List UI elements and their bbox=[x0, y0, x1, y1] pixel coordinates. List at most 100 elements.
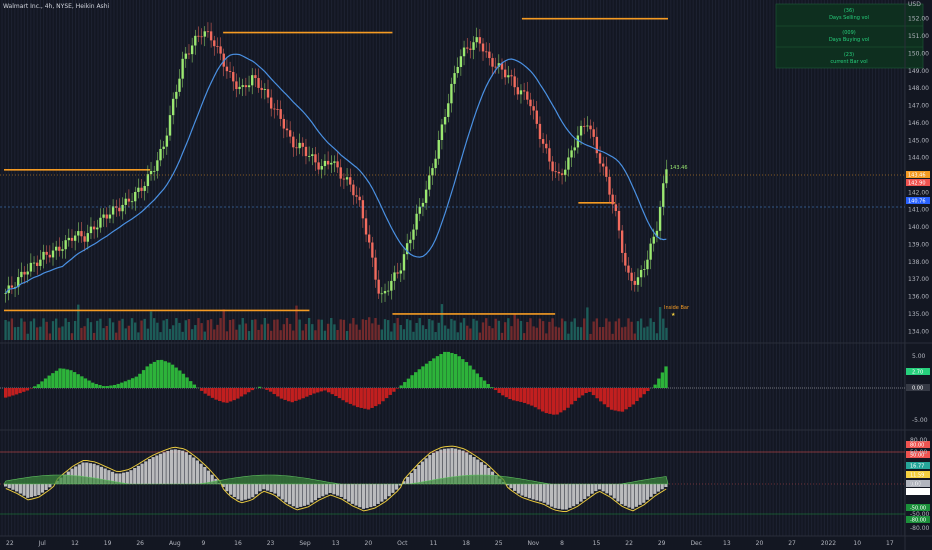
oscillator-bar bbox=[321, 484, 325, 497]
oscillator-bar bbox=[310, 484, 314, 503]
histogram-bar bbox=[276, 388, 280, 397]
candle bbox=[80, 231, 83, 237]
time-tick-label: 20 bbox=[365, 540, 373, 547]
histogram-bar bbox=[138, 373, 142, 388]
candle bbox=[156, 160, 159, 171]
histogram-bar bbox=[72, 372, 77, 388]
oscillator-bar bbox=[269, 484, 273, 492]
oscillator-bar bbox=[92, 463, 96, 484]
histogram-bar bbox=[453, 354, 458, 388]
volume-bar bbox=[589, 333, 592, 340]
oscillator-bar bbox=[653, 484, 657, 494]
candle bbox=[602, 163, 605, 167]
time-tick-label: Aug bbox=[169, 540, 181, 547]
volume-bar bbox=[194, 325, 197, 340]
candle bbox=[526, 91, 529, 100]
candle bbox=[630, 272, 633, 281]
candle bbox=[355, 195, 358, 197]
candle bbox=[522, 90, 526, 92]
histogram-bar bbox=[297, 388, 302, 400]
volume-bar bbox=[412, 331, 415, 340]
oscillator-bar bbox=[162, 452, 166, 484]
candle bbox=[481, 43, 485, 52]
candle bbox=[516, 87, 519, 95]
candle bbox=[216, 46, 219, 48]
histogram-bar bbox=[170, 364, 175, 388]
volume-bar bbox=[58, 327, 61, 340]
osc2-tag bbox=[906, 471, 930, 478]
oscillator-bar bbox=[291, 484, 295, 507]
candle bbox=[51, 250, 55, 258]
histogram-bar bbox=[664, 366, 668, 388]
histogram-bar bbox=[363, 388, 367, 409]
oscillator-bar bbox=[276, 484, 281, 497]
stats-panel: (36) Days Selling vol (009) Days Buying … bbox=[775, 3, 924, 69]
time-axis[interactable]: 22 Jul 12 19 26 Aug 9 16 23 Sep 13 20 Oct 11 18 25 Nov 8 1… bbox=[6, 540, 894, 547]
volume-bar bbox=[276, 319, 279, 340]
candle bbox=[13, 287, 17, 288]
volume-bar bbox=[244, 323, 248, 340]
volume-bar bbox=[462, 318, 466, 340]
volume-bar bbox=[260, 324, 263, 340]
oscillator-bar bbox=[221, 484, 225, 488]
candle bbox=[456, 66, 459, 74]
volume-bar bbox=[320, 319, 323, 340]
time-tick-label: 22 bbox=[625, 540, 633, 547]
histogram-bar bbox=[189, 381, 193, 388]
volume-bar bbox=[605, 318, 608, 340]
oscillator-bar bbox=[483, 464, 487, 484]
oscillator-bar bbox=[40, 484, 45, 493]
osc2-tag-label: 11.59 bbox=[910, 473, 924, 479]
candle bbox=[263, 89, 267, 91]
histogram-bars bbox=[4, 351, 668, 415]
volume-bar bbox=[551, 318, 554, 340]
volume-bar bbox=[29, 321, 33, 340]
oscillator-bar bbox=[365, 484, 369, 509]
volume-bar bbox=[149, 311, 153, 340]
candle bbox=[431, 168, 434, 176]
volume-bar bbox=[83, 326, 86, 340]
volume-bar bbox=[23, 321, 26, 340]
candle bbox=[513, 76, 516, 88]
volume-bar bbox=[190, 329, 194, 340]
candle bbox=[108, 214, 112, 219]
candlesticks bbox=[4, 22, 668, 303]
candle bbox=[285, 128, 289, 131]
histogram-bar bbox=[428, 361, 432, 388]
osc2-axis[interactable]: 80.0050.0016.7711.590.00-7.77-50.00-80.0… bbox=[906, 437, 930, 532]
osc1-axis[interactable]: 5.000.00-5.002.700.00 bbox=[906, 353, 930, 424]
histogram-bar bbox=[573, 388, 577, 401]
oscillator-bar bbox=[37, 484, 41, 496]
histogram-bar bbox=[359, 388, 363, 408]
oscillator-bar bbox=[398, 484, 402, 486]
price-axis[interactable]: 152.00 151.00 150.00 149.00 148.00 147.00 146.… bbox=[906, 1, 930, 335]
histogram-bar bbox=[312, 388, 316, 394]
histogram-bar bbox=[642, 388, 646, 395]
volume-bar bbox=[13, 327, 17, 340]
candle bbox=[349, 177, 352, 185]
candle bbox=[187, 53, 191, 55]
oscillator-bar bbox=[136, 465, 140, 484]
volume-bar bbox=[579, 327, 583, 340]
histogram-bar bbox=[203, 388, 207, 394]
candle bbox=[307, 155, 311, 157]
candle bbox=[219, 46, 222, 54]
candle bbox=[194, 35, 197, 46]
oscillator-signal-line bbox=[5, 445, 667, 512]
oscillator-bar bbox=[77, 464, 81, 484]
candle bbox=[639, 269, 643, 278]
candle bbox=[440, 124, 444, 140]
oscillator-bar bbox=[546, 484, 550, 505]
histogram-bar bbox=[443, 351, 447, 388]
volume-bar bbox=[649, 318, 652, 340]
candle bbox=[371, 242, 374, 258]
oscillator-bar bbox=[140, 463, 144, 484]
osc2-tick-label: -80.00 bbox=[910, 525, 930, 532]
histogram-bar bbox=[22, 388, 26, 392]
volume-bar bbox=[134, 322, 137, 340]
histogram-bar bbox=[105, 386, 109, 388]
candle bbox=[570, 150, 573, 158]
oscillator-bar bbox=[597, 484, 602, 490]
volume-bar bbox=[54, 318, 58, 340]
